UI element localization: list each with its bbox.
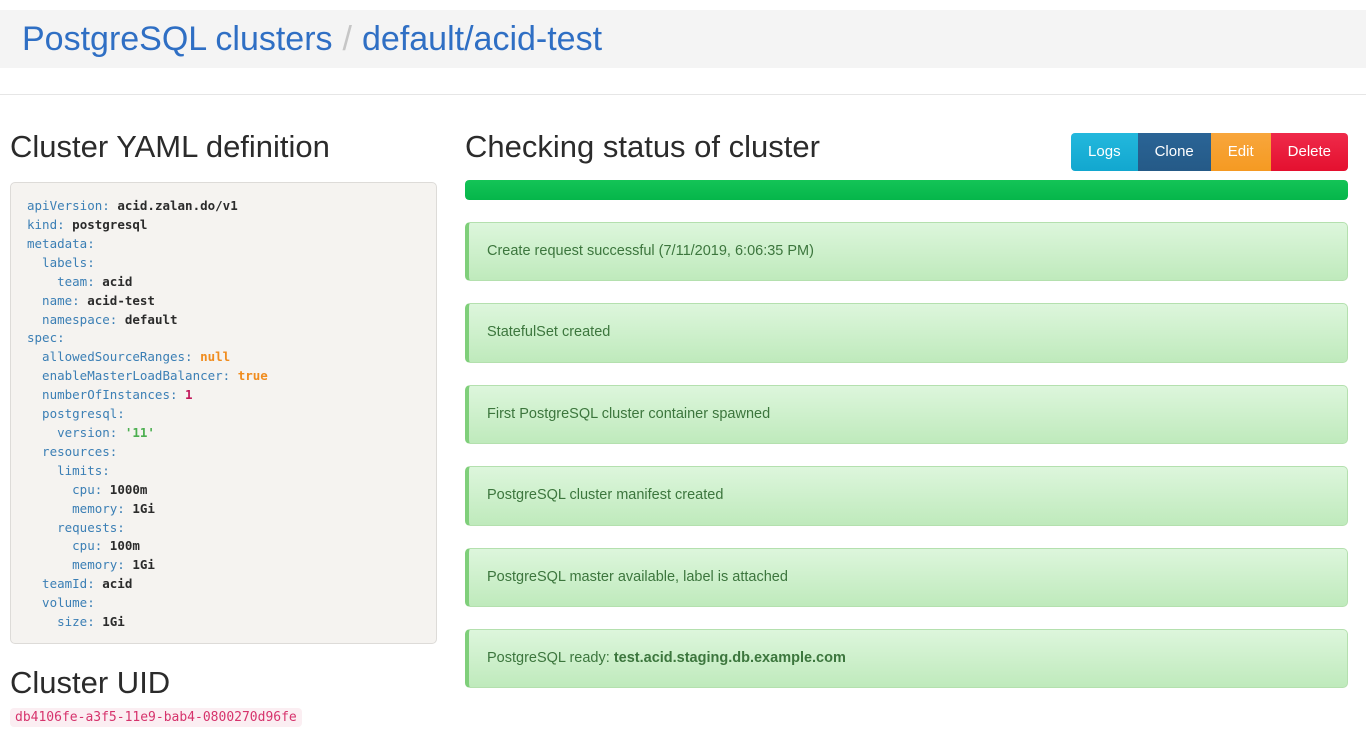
status-alert-text: PostgreSQL cluster manifest created <box>487 487 724 504</box>
yaml-key: postgresql: <box>27 406 125 422</box>
yaml-key: teamId: <box>27 576 95 592</box>
status-alert-text: Create request successful (7/11/2019, 6:… <box>487 243 814 259</box>
yaml-key: name: <box>27 292 80 308</box>
page-header: PostgreSQL clusters / default/acid-test <box>0 10 1366 68</box>
breadcrumb-current-link[interactable]: default/acid-test <box>362 20 603 58</box>
cluster-actions-button-group: Logs Clone Edit Delete <box>1071 133 1348 171</box>
yaml-key: spec: <box>27 330 65 346</box>
status-alert-text: PostgreSQL master available, label is at… <box>487 568 788 585</box>
left-column: Cluster YAML definition apiVersion: acid… <box>10 129 440 728</box>
status-alert: StatefulSet created <box>465 303 1348 363</box>
yaml-value: acid <box>94 576 133 592</box>
yaml-key: team: <box>27 273 95 289</box>
clone-button[interactable]: Clone <box>1137 133 1211 171</box>
breadcrumb: PostgreSQL clusters / default/acid-test <box>0 22 602 56</box>
cluster-uid-value: db4106fe-a3f5-11e9-bab4-0800270d96fe <box>10 708 302 728</box>
yaml-key: apiVersion: <box>27 198 110 214</box>
yaml-key: requests: <box>27 519 125 535</box>
status-alert-hostname: test.acid.staging.db.example.com <box>613 649 846 666</box>
logs-button[interactable]: Logs <box>1071 133 1138 171</box>
yaml-section-title: Cluster YAML definition <box>10 129 330 164</box>
status-alert: PostgreSQL master available, label is at… <box>465 547 1348 607</box>
yaml-value: default <box>117 311 178 327</box>
yaml-key: cpu: <box>27 538 103 554</box>
status-header: Checking status of cluster Logs Clone Ed… <box>465 129 1348 172</box>
status-alert: PostgreSQL cluster manifest created <box>465 466 1348 526</box>
breadcrumb-separator: / <box>342 20 352 58</box>
status-alert-list: Create request successful (7/11/2019, 6:… <box>465 222 1348 689</box>
yaml-key: namespace: <box>27 311 118 327</box>
breadcrumb-parent-link[interactable]: PostgreSQL clusters <box>22 20 333 58</box>
yaml-key: kind: <box>27 217 65 232</box>
yaml-value: 1Gi <box>124 500 155 516</box>
yaml-key: metadata: <box>27 235 95 251</box>
edit-button[interactable]: Edit <box>1210 133 1271 171</box>
yaml-key: version: <box>27 424 118 440</box>
yaml-value: acid <box>94 273 133 289</box>
status-alert-text: First PostgreSQL cluster container spawn… <box>487 405 771 422</box>
yaml-value: null <box>192 349 231 365</box>
status-alert: Create request successful (7/11/2019, 6:… <box>465 222 1348 282</box>
yaml-definition-panel: apiVersion: acid.zalan.do/v1 kind: postg… <box>10 182 437 645</box>
status-title: Checking status of cluster <box>465 129 820 164</box>
yaml-code: apiVersion: acid.zalan.do/v1 kind: postg… <box>27 197 420 632</box>
yaml-key: limits: <box>27 462 110 478</box>
yaml-value: acid.zalan.do/v1 <box>109 198 238 214</box>
yaml-key: labels: <box>27 254 95 270</box>
yaml-value: 1Gi <box>94 614 125 630</box>
right-column: Checking status of cluster Logs Clone Ed… <box>465 129 1348 710</box>
yaml-key: resources: <box>27 443 118 459</box>
cluster-progress-bar <box>465 180 1348 200</box>
status-alert-text: PostgreSQL ready: <box>487 649 614 666</box>
yaml-key: enableMasterLoadBalancer: <box>27 368 231 384</box>
yaml-key: cpu: <box>27 481 103 497</box>
yaml-value: 100m <box>102 538 140 554</box>
yaml-value: 1Gi <box>124 557 155 573</box>
status-alert-text: StatefulSet created <box>487 324 611 341</box>
yaml-value: 1 <box>177 387 193 403</box>
yaml-value: 1000m <box>102 481 148 497</box>
yaml-key: memory: <box>27 557 125 573</box>
yaml-key: numberOfInstances: <box>27 387 178 403</box>
yaml-key: memory: <box>27 500 125 516</box>
yaml-key: volume: <box>27 595 95 611</box>
status-alert: PostgreSQL ready: test.acid.staging.db.e… <box>465 628 1348 689</box>
status-alert: First PostgreSQL cluster container spawn… <box>465 384 1348 445</box>
yaml-value: '11' <box>117 424 155 440</box>
yaml-value: acid-test <box>79 292 155 308</box>
yaml-key: allowedSourceRanges: <box>27 349 193 365</box>
cluster-uid-title: Cluster UID <box>10 665 171 701</box>
yaml-value: postgresql <box>64 217 148 232</box>
header-divider <box>0 94 1366 95</box>
delete-button[interactable]: Delete <box>1270 133 1348 171</box>
yaml-key: size: <box>27 614 95 630</box>
yaml-value: true <box>230 368 268 384</box>
progress-bar-fill <box>465 180 1348 200</box>
